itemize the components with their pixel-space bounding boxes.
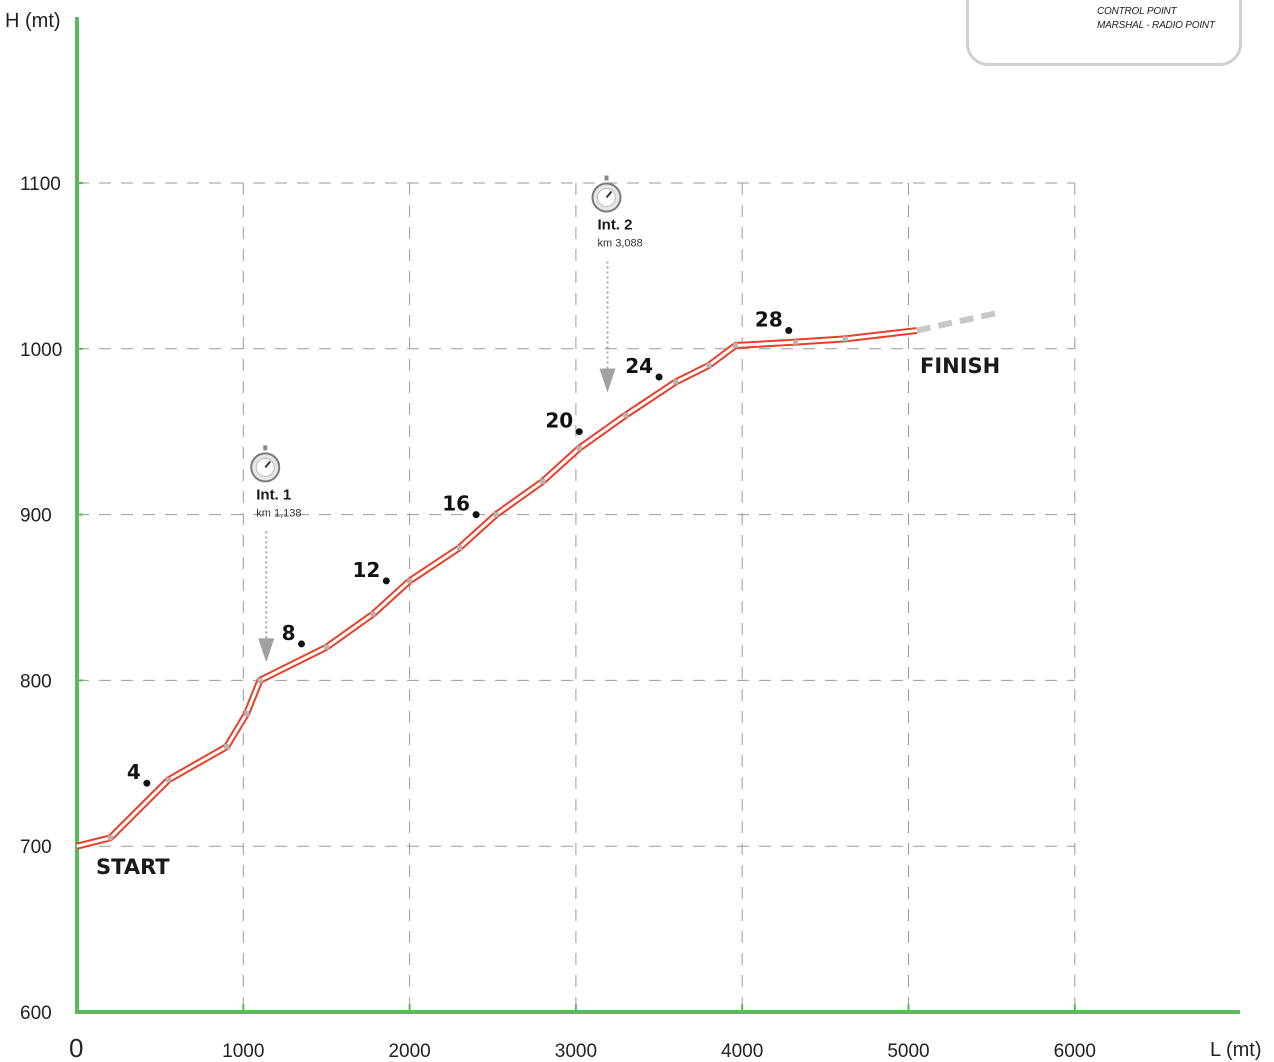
x-tick-label: 3000	[555, 1041, 597, 1062]
profile-node	[407, 578, 412, 583]
profile-node	[494, 512, 499, 517]
profile-node	[324, 645, 329, 650]
marker-dot	[576, 428, 583, 435]
marker-dot	[785, 327, 792, 334]
intermediate-arrow-head	[258, 638, 274, 662]
profile-node	[108, 835, 113, 840]
profile-node	[706, 363, 711, 368]
intermediate-title: Int. 1	[256, 486, 291, 503]
annotations: START FINISH	[96, 354, 1000, 879]
x-tick-label: 6000	[1054, 1041, 1096, 1062]
stopwatch-icon	[251, 445, 279, 481]
grid	[77, 183, 1075, 1012]
y-tick-label: 800	[20, 671, 52, 692]
profile-node	[793, 340, 798, 345]
intermediate-title: Int. 2	[597, 217, 632, 234]
axes	[75, 17, 1240, 1014]
marker-dot	[656, 373, 663, 380]
profile-line-inner	[77, 331, 917, 847]
intermediate-distance: km 3,088	[597, 238, 642, 250]
profile-node	[244, 711, 249, 716]
marker-label: 28	[755, 308, 783, 332]
marker-label: 4	[127, 760, 141, 784]
legend-item-marshal-radio-point: MARSHAL - RADIO POINT	[1097, 20, 1215, 31]
finish-label: FINISH	[920, 354, 1000, 378]
stopwatch-icon	[592, 176, 620, 212]
marker-label: 12	[352, 558, 380, 582]
intermediate-timing-points: Int. 1 km 1,138 Int. 2 km 3,088	[251, 176, 642, 663]
x-tick-label: 2000	[388, 1041, 430, 1062]
profile-node	[457, 545, 462, 550]
y-tick-label: 600	[20, 1003, 52, 1024]
profile-node	[843, 336, 848, 341]
x-tick-label: 5000	[887, 1041, 929, 1062]
marker-label: 24	[625, 354, 653, 378]
marker-label: 20	[545, 409, 573, 433]
y-tick-label: 1100	[20, 174, 61, 195]
profile-line-outer	[77, 331, 917, 847]
profile-node	[623, 413, 628, 418]
x-tick-label: 4000	[721, 1041, 763, 1062]
marker-dot	[473, 511, 480, 518]
y-tick-label: 1000	[20, 340, 62, 361]
x-axis-label: L (mt)	[1210, 1039, 1261, 1061]
profile-node	[166, 777, 171, 782]
profile-node	[224, 744, 229, 749]
y-axis-label: H (mt)	[5, 10, 61, 32]
profile-node	[577, 446, 582, 451]
y-tick-label: 900	[20, 506, 52, 527]
profile-node	[371, 612, 376, 617]
profile-extension	[917, 312, 1000, 330]
x-tick-label: 1000	[222, 1041, 264, 1062]
marker-label: 16	[442, 492, 470, 516]
y-tick-label: 700	[20, 837, 52, 858]
marker-dot	[383, 577, 390, 584]
legend-item-control-point: CONTROL POINT	[1097, 6, 1176, 17]
tick-labels: 600 700 800 900 1000 1100 0 1000 2000 3000 4000 500…	[20, 174, 1096, 1062]
marker-dot	[298, 640, 305, 647]
start-label: START	[96, 855, 170, 879]
profile-node	[257, 678, 262, 683]
profile-series	[77, 312, 1000, 846]
profile-node	[673, 379, 678, 384]
marker-label: 8	[282, 621, 296, 645]
profile-node	[733, 343, 738, 348]
x-tick-label: 0	[69, 1033, 83, 1062]
marker-dot	[143, 780, 150, 787]
profile-node	[540, 479, 545, 484]
legend: CONTROL POINT MARSHAL - RADIO POINT	[966, 0, 1242, 66]
intermediate-distance: km 1,138	[256, 507, 301, 519]
intermediate-arrow-head	[599, 369, 615, 393]
